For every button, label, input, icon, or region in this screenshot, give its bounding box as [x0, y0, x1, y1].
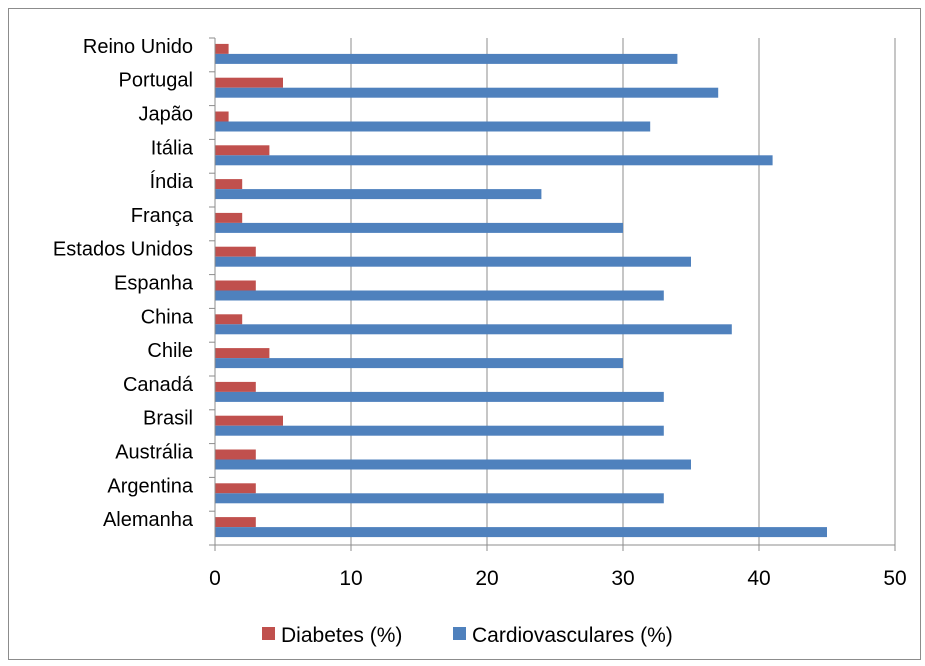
bar-cardiovasculares: [215, 358, 623, 369]
bar-cardiovasculares: [215, 290, 664, 301]
bar-cardiovasculares: [215, 391, 664, 402]
x-tick-label: 10: [339, 567, 362, 590]
legend-label-diabetes: Diabetes (%): [281, 624, 402, 647]
category-labels: Reino Unido Portugal Japão Itália Índia Franç…: [53, 36, 215, 546]
bar-cardiovasculares: [215, 256, 691, 267]
bar-cardiovasculares: [215, 324, 732, 335]
category-label: Portugal: [119, 70, 194, 92]
bar-cardiovasculares: [215, 87, 719, 98]
category-label: Espanha: [114, 273, 194, 295]
legend-swatch-diabetes: [262, 627, 275, 640]
bar-diabetes: [215, 212, 243, 223]
category-label: Argentina: [107, 475, 193, 497]
x-tick-label: 50: [883, 567, 906, 590]
bar-cardiovasculares: [215, 53, 678, 64]
bar-cardiovasculares: [215, 121, 651, 132]
x-tick-label: 40: [747, 567, 770, 590]
bar-cardiovasculares: [215, 459, 691, 470]
category-label: China: [141, 306, 194, 328]
category-label: Índia: [150, 170, 194, 193]
category-label: França: [131, 205, 194, 227]
bar-diabetes: [215, 381, 256, 392]
bar-diabetes: [215, 77, 283, 88]
category-label: Brasil: [143, 408, 193, 430]
bar-cardiovasculares: [215, 222, 623, 233]
category-label: Japão: [139, 104, 194, 126]
bar-cardiovasculares: [215, 493, 664, 504]
x-tick-label: 20: [475, 567, 498, 590]
category-label: Reino Unido: [83, 36, 193, 58]
bar-diabetes: [215, 246, 256, 257]
x-tick-label: 0: [209, 567, 221, 590]
legend-label-cardiovasculares: Cardiovasculares (%): [472, 624, 673, 647]
bar-diabetes: [215, 179, 243, 190]
bar-cardiovasculares: [215, 189, 542, 200]
bar-cardiovasculares: [215, 527, 827, 538]
axes: [214, 38, 895, 546]
legend: Diabetes (%) Cardiovasculares (%): [262, 624, 673, 647]
x-tick-label: 30: [611, 567, 634, 590]
bar-diabetes: [215, 449, 256, 460]
x-tick-labels: 0 10 20 30 40 50: [209, 545, 907, 590]
category-label: Itália: [151, 137, 194, 159]
bar-cardiovasculares: [215, 425, 664, 436]
bar-diabetes: [215, 517, 256, 528]
bars: [215, 43, 827, 538]
bar-diabetes: [215, 483, 256, 494]
category-label: Canadá: [123, 374, 194, 396]
bar-diabetes: [215, 111, 229, 122]
bar-diabetes: [215, 280, 256, 291]
bar-diabetes: [215, 348, 270, 359]
bar-diabetes: [215, 314, 243, 325]
legend-swatch-cardiovasculares: [453, 627, 466, 640]
category-label: Austrália: [115, 442, 194, 464]
bar-diabetes: [215, 415, 283, 426]
bar-cardiovasculares: [215, 155, 773, 166]
category-label: Chile: [147, 340, 193, 362]
category-label: Alemanha: [103, 509, 194, 531]
category-label: Estados Unidos: [53, 239, 193, 261]
bar-diabetes: [215, 43, 229, 54]
bar-diabetes: [215, 145, 270, 156]
